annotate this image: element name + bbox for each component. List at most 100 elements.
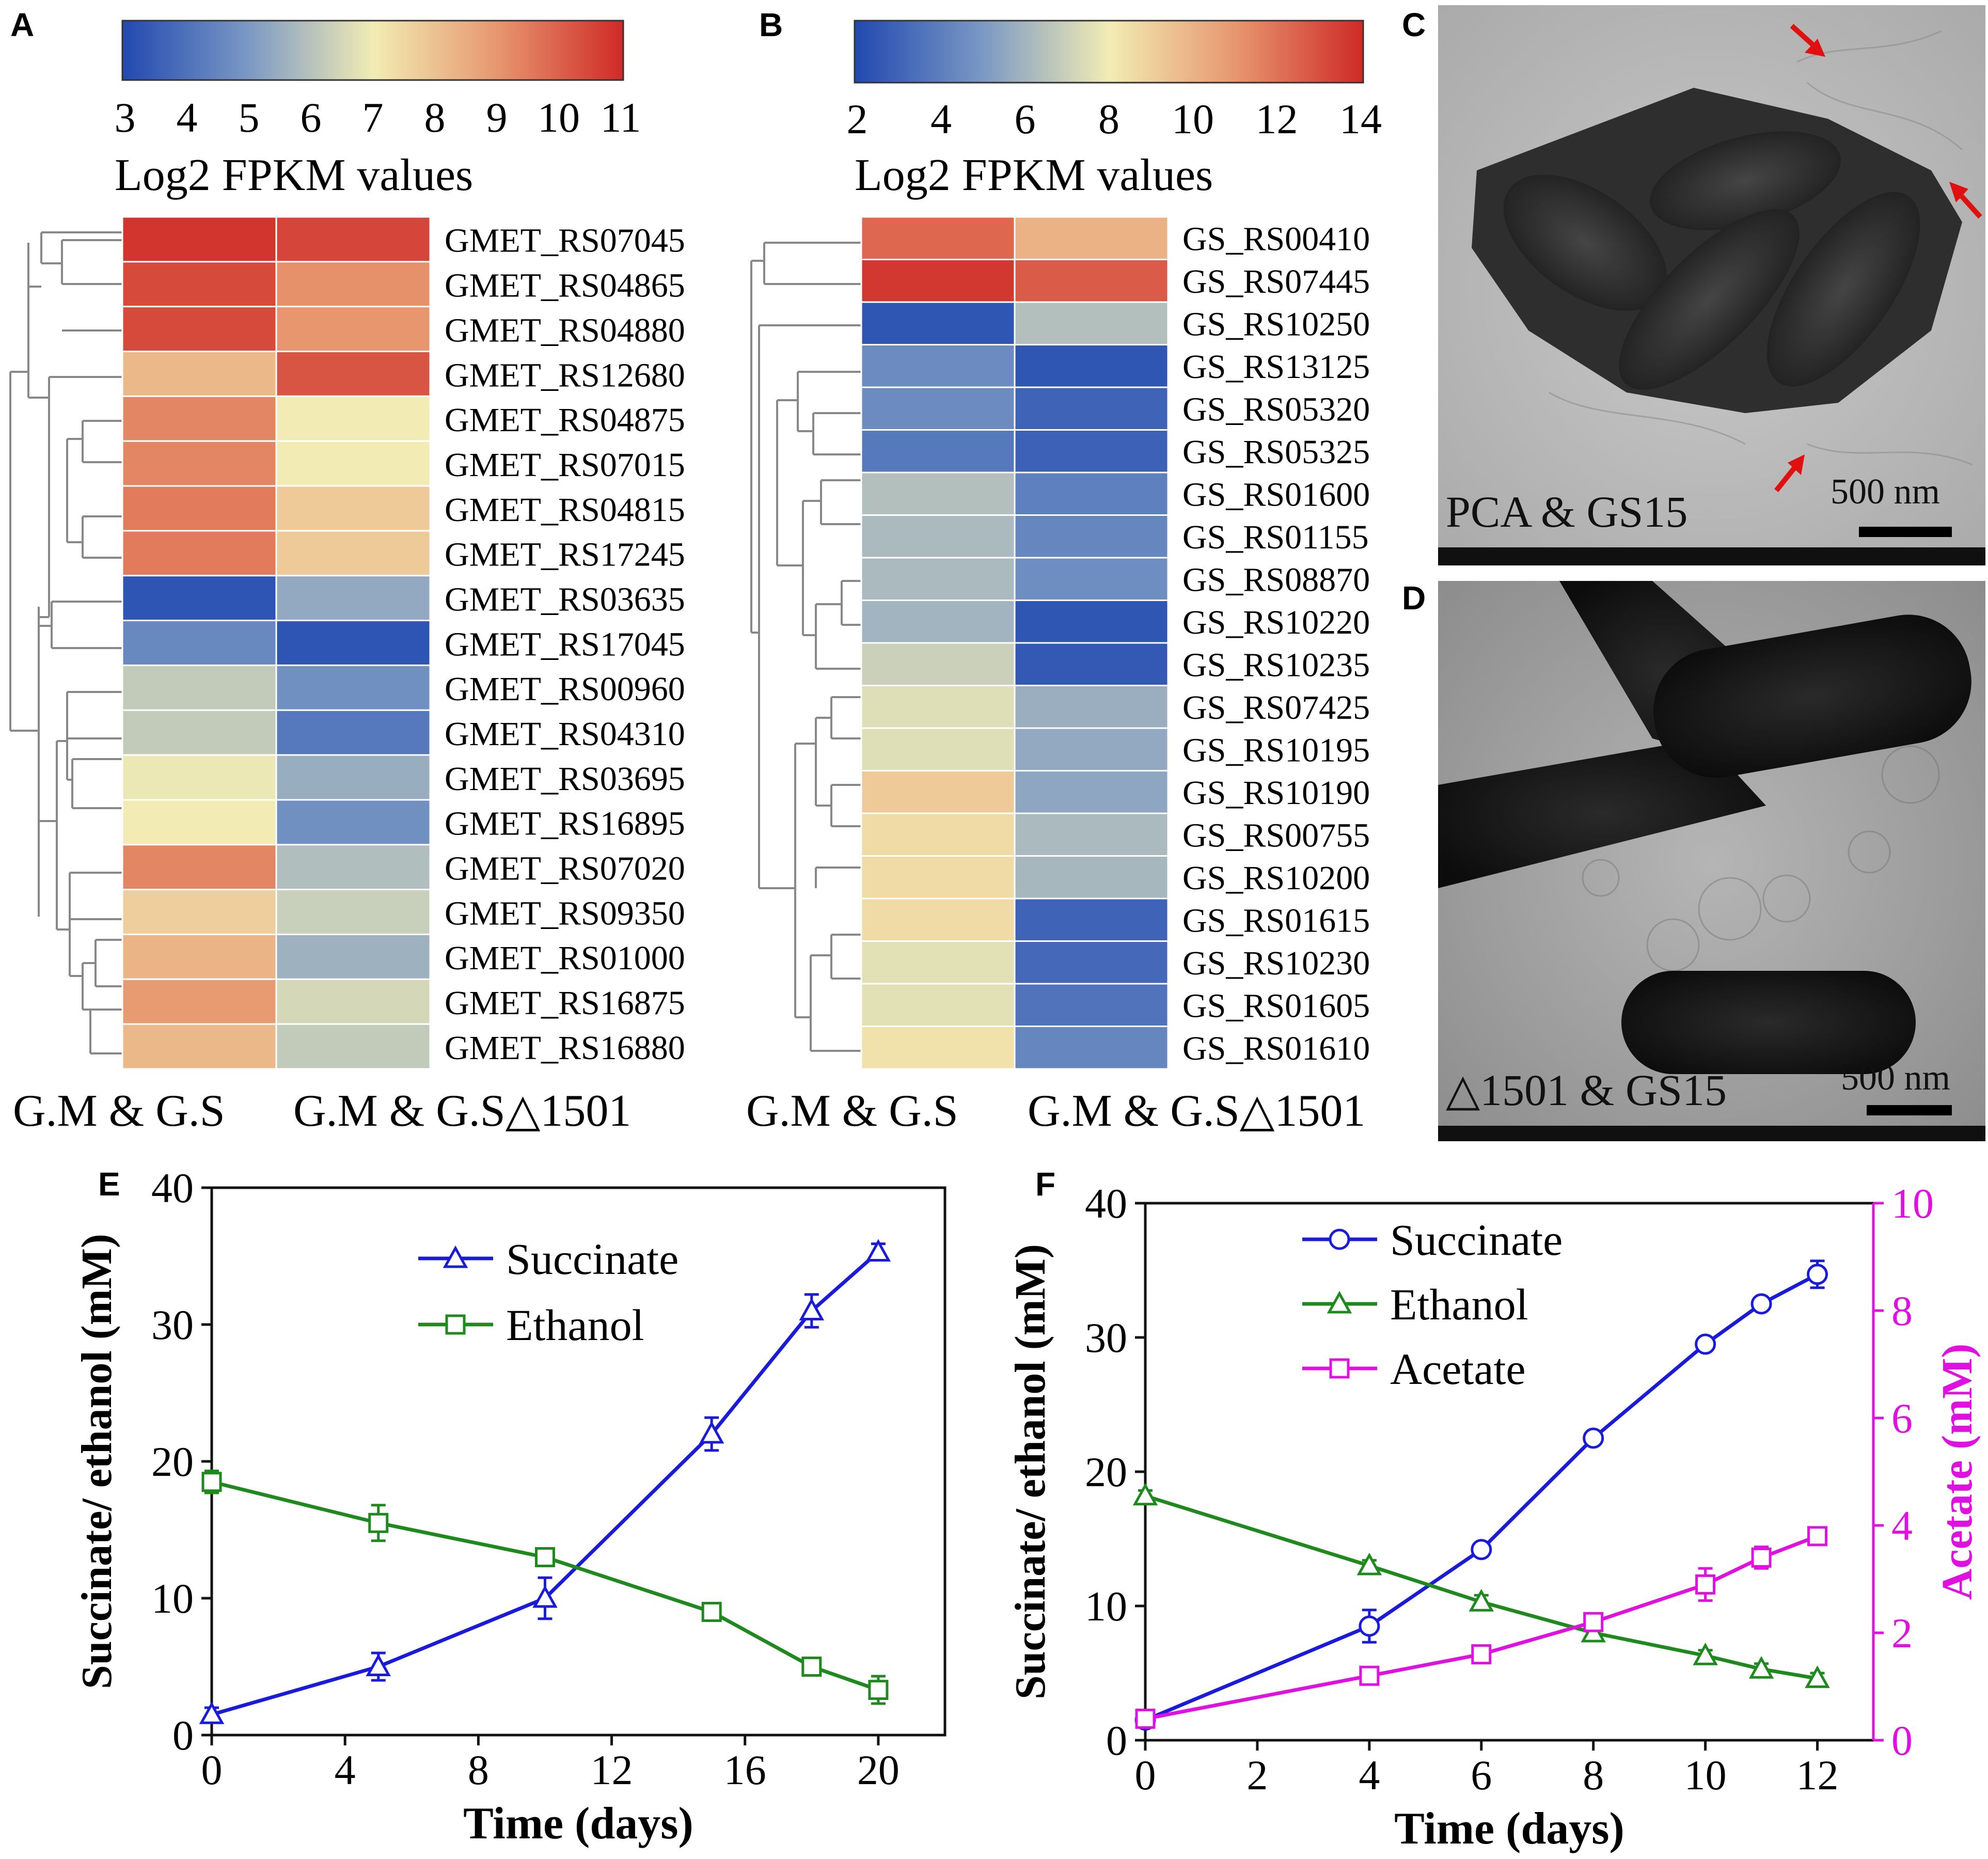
panel-letter-e: E [98, 1165, 120, 1203]
heatmap-cell [1014, 386, 1169, 431]
y-tick-label: 0 [1106, 1717, 1127, 1764]
series-succinate: Succinate [1134, 1215, 1828, 1731]
heatmap-cell [1014, 514, 1169, 559]
data-point-marker [368, 1513, 389, 1533]
gene-label: GMET_RS00960 [445, 670, 685, 708]
heatmap-cell [121, 395, 277, 442]
gene-label: GS_RS10200 [1182, 859, 1370, 897]
heatmap-cell [1014, 897, 1169, 942]
panel-e-line-chart: E 0 4 8 12 16 20 0 10 20 30 40 Time (days) Succinate… [73, 1164, 946, 1849]
data-point-marker [1583, 1427, 1604, 1449]
series-line [211, 1250, 880, 1716]
heatmap-cell [121, 978, 277, 1025]
gene-label: GS_RS00410 [1182, 220, 1370, 258]
micrograph-c-scale-bar [1859, 527, 1952, 537]
heatmap-cell [860, 386, 1016, 431]
chart-f-plot: 0 2 4 6 8 10 12 0 10 20 30 40 0 2 4 6 8 10 Acetate (mM) Tim… [1006, 1180, 1981, 1854]
gene-label: GS_RS10190 [1182, 774, 1370, 812]
gene-label: GS_RS10250 [1182, 305, 1370, 343]
micrograph-c-filaments [1549, 30, 1973, 466]
series-ethanol: Ethanol [1132, 1280, 1830, 1688]
colorbar-a-label: Log2 FPKM values [115, 150, 473, 200]
y-tick-label: 40 [151, 1164, 194, 1211]
gene-label: GS_RS10230 [1182, 944, 1370, 982]
y-tick-label: 20 [1085, 1448, 1127, 1495]
y2-tick-label: 0 [1891, 1717, 1913, 1764]
heatmap-cell [121, 620, 277, 666]
micrograph-d-scale-bar [1867, 1105, 1952, 1115]
bacterial-cell [1619, 209, 1800, 390]
heatmap-cell [860, 940, 1016, 985]
heatmap-cell [1014, 642, 1169, 686]
colorbar-tick-label: 5 [239, 94, 260, 141]
bacterial-cell [1438, 738, 1766, 888]
x-tick-label: 12 [591, 1746, 633, 1793]
heatmap-cell [275, 799, 431, 846]
heatmap-cell [275, 485, 431, 532]
data-point-marker [1329, 1228, 1350, 1250]
heatmap-cell [121, 664, 277, 711]
colorbar-a [121, 20, 624, 81]
gene-label: GMET_RS04865 [445, 267, 685, 305]
heatmap-cell [860, 855, 1016, 900]
colorbar-b-label: Log2 FPKM values [855, 150, 1213, 200]
data-point-marker [699, 1421, 724, 1444]
panel-f-line-chart: F 0 2 4 6 8 10 12 0 10 20 30 40 0 2 4 6 8 10 Acetate (mM) T… [1006, 1165, 1981, 1854]
data-point-marker [1356, 1552, 1382, 1576]
heatmap-cell [121, 351, 277, 397]
heatmap-cell [121, 889, 277, 935]
panel-letter-b: B [759, 6, 783, 43]
gene-label: GMET_RS07045 [445, 222, 685, 260]
data-point-marker [532, 1585, 558, 1608]
colorbar-b [854, 20, 1364, 84]
x-tick-label: 12 [1796, 1752, 1839, 1799]
heatmap-cell [1014, 471, 1169, 516]
heatmap-cell [275, 889, 431, 935]
gene-label: GS_RS01605 [1182, 987, 1370, 1025]
y2-tick-label: 2 [1891, 1610, 1913, 1657]
panel-letter-a: A [10, 6, 34, 43]
data-point-marker [1748, 1656, 1774, 1679]
data-point-marker [1807, 1264, 1828, 1285]
heatmap-cell [1014, 770, 1169, 814]
heatmap-cell [121, 485, 277, 532]
heatmap-cell [1014, 259, 1169, 303]
data-point-marker [1695, 1333, 1716, 1355]
heatmap-cell [121, 261, 277, 308]
y-axis-title: Succinate/ ethanol (mM) [73, 1234, 121, 1689]
data-point-marker [1751, 1547, 1772, 1568]
data-point-marker [1583, 1612, 1604, 1632]
colorbar-tick-label: 10 [1172, 96, 1214, 143]
micrograph-c-arrows [1774, 24, 1982, 493]
heatmap-cell [275, 844, 431, 891]
colorbar-tick-label: 12 [1256, 96, 1298, 143]
panel-b-heatmap: B 2 4 6 8 10 12 14 Log2 FPKM values GS_RS00410… [746, 6, 1382, 1136]
heatmap-cell [1014, 216, 1169, 260]
legend-label: Succinate [506, 1234, 679, 1284]
data-point-marker [1359, 1665, 1380, 1686]
micrograph-d-cells [1438, 581, 1971, 1074]
gene-label: GS_RS00755 [1182, 816, 1370, 854]
heatmap-cell [121, 530, 277, 577]
heatmap-cell [121, 575, 277, 622]
data-point-marker [1805, 1665, 1830, 1688]
data-point-marker [801, 1657, 822, 1677]
heatmap-cell [860, 770, 1016, 814]
heatmap-cell [860, 301, 1016, 345]
data-point-marker [1329, 1358, 1350, 1379]
colorbar-tick-label: 3 [115, 94, 136, 141]
y-tick-label: 10 [151, 1575, 194, 1622]
heatmap-cell [1014, 557, 1169, 601]
x-tick-label: 20 [857, 1746, 900, 1793]
red-arrow-head [1949, 182, 1968, 202]
y-tick-label: 10 [1085, 1583, 1127, 1630]
data-point-marker [199, 1702, 225, 1724]
heatmap-cell [275, 306, 431, 353]
heatmap-cell [121, 844, 277, 891]
gene-label: GMET_RS01000 [445, 939, 685, 977]
data-point-marker [201, 1472, 222, 1492]
heatmap-cell [121, 799, 277, 846]
data-point-marker [868, 1680, 889, 1700]
red-arrow [1774, 463, 1799, 493]
x-tick-label: 8 [1583, 1752, 1604, 1799]
